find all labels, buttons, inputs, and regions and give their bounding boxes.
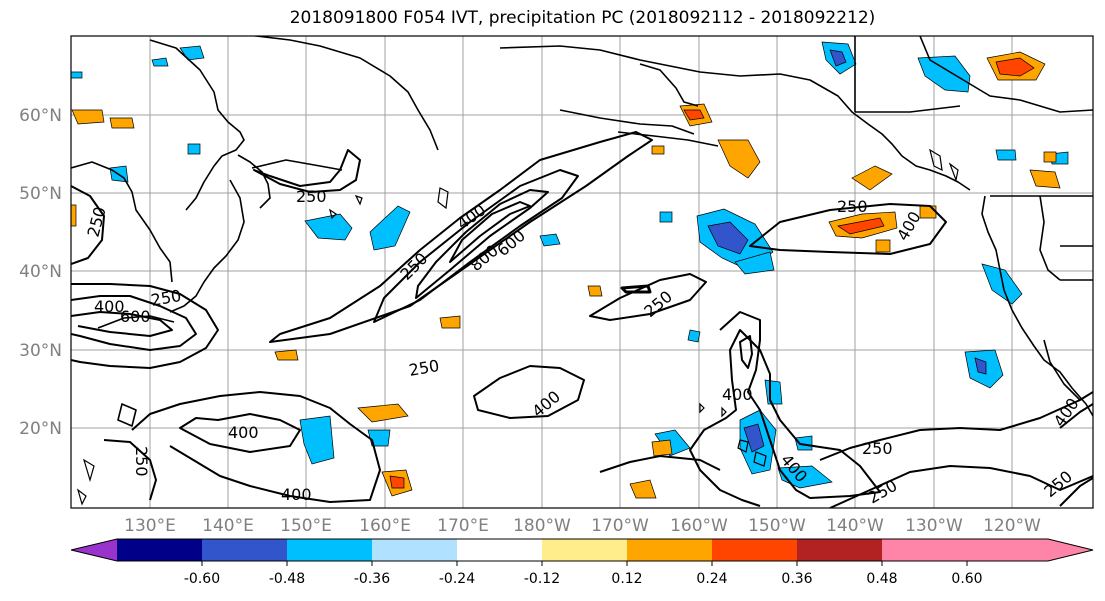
colorbar-tick-label: -0.12 — [524, 571, 560, 587]
contour-label: 250 — [132, 446, 151, 477]
colorbar-tick-label: -0.60 — [184, 571, 220, 587]
lat-label: 40°N — [19, 262, 62, 282]
colorbar-tick-label: 0.12 — [611, 571, 642, 587]
colorbar-tick-label: 0.24 — [696, 571, 727, 587]
island-coastlines — [76, 148, 959, 506]
colorbar-segment — [882, 539, 967, 561]
colorbar-segment — [627, 539, 712, 561]
colorbar-outline — [70, 538, 1094, 562]
lat-label: 20°N — [19, 419, 62, 439]
colorbar-tick-label: 0.36 — [781, 571, 812, 587]
colorbar-segment — [372, 539, 457, 561]
gridlines — [71, 36, 1093, 508]
precip-positive-areas — [71, 51, 1061, 499]
precip-negative-areas — [71, 41, 1069, 489]
colorbar-extend-min — [71, 539, 117, 561]
colorbar-segment — [287, 539, 372, 561]
colorbar-segment — [117, 539, 202, 561]
lon-label: 120°W — [983, 516, 1041, 536]
colorbar-tick-label: 0.48 — [866, 571, 897, 587]
lon-label: 170°E — [437, 516, 489, 536]
colorbar-tick-label: 0.60 — [951, 571, 982, 587]
contour-label: 250 — [862, 439, 893, 458]
contour-label: 250 — [396, 249, 431, 284]
contour-label: 250 — [407, 356, 440, 380]
colorbar-tick-label: -0.24 — [439, 571, 475, 587]
lon-label: 160°E — [359, 516, 411, 536]
lat-label: 30°N — [19, 341, 62, 361]
map-frame — [70, 35, 1094, 509]
coastlines — [71, 36, 1093, 427]
contour-label: 400 — [1050, 394, 1083, 430]
lon-label: 130°E — [124, 516, 176, 536]
lat-label: 50°N — [19, 184, 62, 204]
contour-label: 400 — [228, 423, 259, 442]
colorbar-tick-label: -0.48 — [269, 571, 305, 587]
colorbar-segment — [797, 539, 882, 561]
colorbar-tick-label: -0.36 — [354, 571, 390, 587]
contour-label: 250 — [296, 187, 327, 206]
latitude-labels: 60°N 50°N 40°N 30°N 20°N — [19, 106, 62, 439]
lon-label: 140°E — [202, 516, 254, 536]
lon-label: 140°W — [826, 516, 884, 536]
lon-label: 160°W — [670, 516, 728, 536]
colorbar-segment — [712, 539, 797, 561]
contour-label: 250 — [837, 197, 868, 216]
lon-label: 170°W — [591, 516, 649, 536]
lon-label: 150°W — [748, 516, 806, 536]
colorbar-segment — [202, 539, 287, 561]
contour-label: 400 — [453, 200, 489, 233]
contour-label: 250 — [149, 286, 182, 310]
ivt-contour-labels: 250 250 400 800 600 250 400 600 250 250 … — [84, 187, 1083, 507]
ivt-contours — [71, 131, 1093, 508]
colorbar-ticks — [201, 561, 968, 566]
colorbar-segment — [542, 539, 627, 561]
contour-label: 400 — [722, 385, 753, 404]
longitude-labels: 130°E 140°E 150°E 160°E 170°E 180°W 170°… — [124, 516, 1041, 536]
lon-label: 130°W — [905, 516, 963, 536]
contour-label: 250 — [84, 205, 110, 239]
colorbar-segment — [457, 539, 542, 561]
map-title: 2018091800 F054 IVT, precipitation PC (2… — [289, 8, 876, 28]
contour-label: 600 — [120, 307, 151, 326]
contour-label: 400 — [281, 485, 312, 504]
contour-label: 400 — [94, 297, 125, 316]
lon-label: 150°E — [280, 516, 332, 536]
lat-label: 60°N — [19, 106, 62, 126]
colorbar: -0.60 -0.48 -0.36 -0.24 -0.12 0.12 0.24 … — [70, 538, 1094, 587]
lon-label: 180°W — [513, 516, 571, 536]
